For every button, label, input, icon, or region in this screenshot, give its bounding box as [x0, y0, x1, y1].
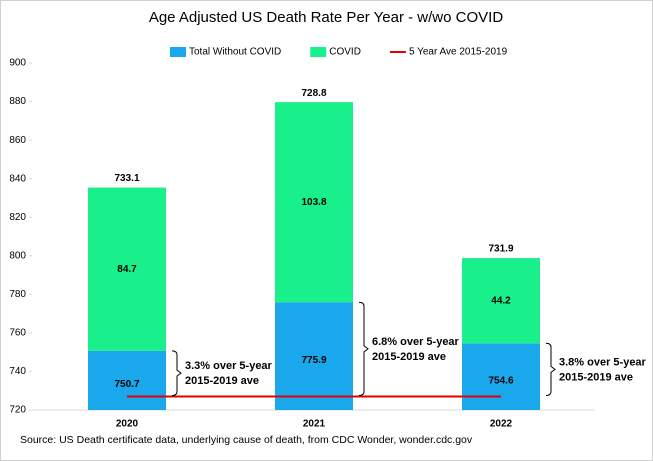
bracket	[171, 350, 182, 397]
annotation: 2015-2019 ave	[372, 351, 446, 363]
y-tick-label: 820	[9, 212, 26, 223]
data-label: 103.8	[301, 197, 326, 208]
bracket	[358, 301, 369, 397]
y-tick-label: 800	[9, 250, 26, 261]
top-label: 733.1	[114, 173, 139, 184]
annotation: 6.8% over 5-year	[372, 336, 460, 348]
chart-title: Age Adjusted US Death Rate Per Year - w/…	[149, 9, 504, 26]
x-tick-label: 2022	[490, 419, 513, 430]
bar-segment	[275, 102, 353, 303]
x-tick-label: 2021	[303, 419, 326, 430]
y-tick-label: 740	[9, 366, 26, 377]
legend-label: COVID	[329, 47, 361, 58]
y-tick-label: 720	[9, 405, 26, 416]
bar-segment	[88, 187, 166, 351]
y-tick-label: 860	[9, 135, 26, 146]
data-label: 750.7	[114, 379, 139, 390]
data-label: 775.9	[301, 355, 326, 366]
annotation: 3.3% over 5-year	[185, 360, 273, 372]
top-label: 731.9	[488, 244, 513, 255]
legend-label: 5 Year Ave 2015-2019	[409, 47, 508, 58]
bar-segment	[462, 343, 540, 410]
bar-segment	[275, 302, 353, 410]
y-tick-label: 900	[9, 58, 26, 69]
annotation: 3.8% over 5-year	[559, 356, 647, 368]
bar-segment	[462, 258, 540, 344]
y-tick-label: 780	[9, 289, 26, 300]
top-label: 728.8	[301, 88, 326, 99]
bracket	[545, 342, 556, 397]
data-label: 754.6	[488, 375, 513, 386]
legend-swatch	[310, 47, 327, 57]
data-label: 84.7	[117, 264, 137, 275]
annotation: 2015-2019 ave	[185, 375, 259, 387]
y-tick-label: 880	[9, 96, 26, 107]
source-note: Source: US Death certificate data, under…	[20, 434, 473, 446]
data-label: 44.2	[491, 295, 511, 306]
y-tick-label: 760	[9, 328, 26, 339]
legend-label: Total Without COVID	[189, 47, 281, 58]
legend-swatch	[170, 47, 186, 57]
bar-segment	[88, 350, 166, 410]
x-tick-label: 2020	[116, 419, 139, 430]
annotation: 2015-2019 ave	[559, 371, 633, 383]
y-tick-label: 840	[9, 173, 26, 184]
